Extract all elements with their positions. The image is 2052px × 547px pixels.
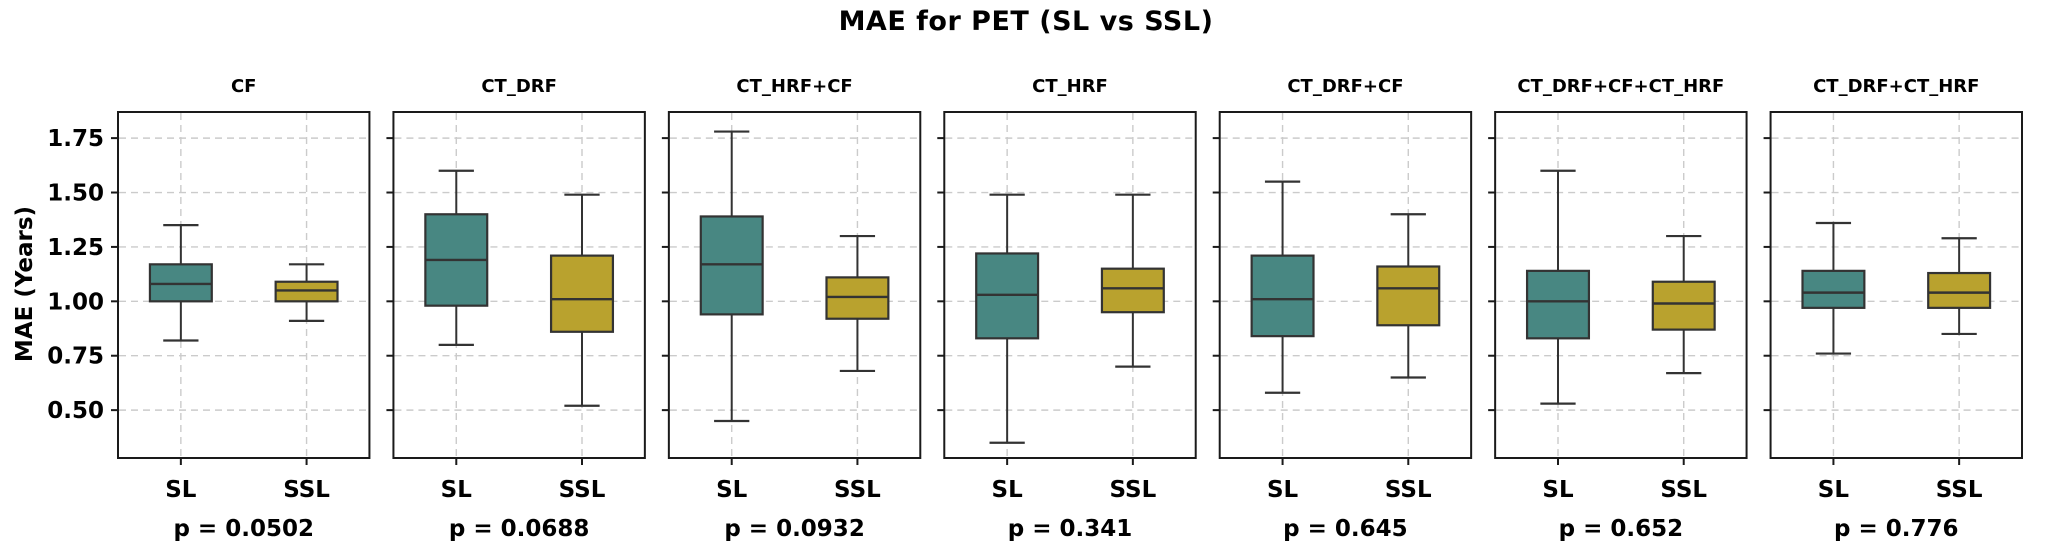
panel-frame bbox=[117, 111, 371, 459]
p-value-label: p = 0.645 bbox=[1283, 516, 1408, 542]
panel-title: CT_DRF+CT_HRF bbox=[1813, 76, 1979, 97]
box-SL bbox=[1250, 254, 1315, 338]
p-value-label: p = 0.0688 bbox=[449, 516, 590, 542]
box-SSL bbox=[1376, 265, 1441, 327]
figure-title: MAE for PET (SL vs SSL) bbox=[838, 6, 1214, 37]
group-label-ssl: SSL bbox=[1936, 477, 1983, 503]
panel-frame bbox=[1218, 111, 1473, 459]
group-label-ssl: SSL bbox=[1385, 477, 1432, 503]
panel-title: CT_DRF+CF bbox=[1287, 76, 1403, 97]
y-tick-label: 1.25 bbox=[47, 235, 104, 261]
panel-frame bbox=[392, 111, 646, 459]
p-value-label: p = 0.776 bbox=[1834, 516, 1959, 542]
p-value-label: p = 0.0502 bbox=[173, 516, 314, 542]
group-label-ssl: SSL bbox=[1660, 477, 1707, 503]
p-value-label: p = 0.341 bbox=[1008, 516, 1133, 542]
panel-title: CT_HRF+CF bbox=[736, 76, 852, 97]
box-SSL bbox=[1927, 271, 1992, 309]
group-label-ssl: SSL bbox=[1109, 477, 1156, 503]
group-label-ssl: SSL bbox=[283, 477, 330, 503]
y-tick-label: 1.00 bbox=[47, 289, 104, 315]
panel-title: CT_DRF bbox=[481, 76, 557, 97]
y-tick-label: 0.75 bbox=[47, 344, 104, 370]
y-tick-label: 1.50 bbox=[47, 181, 104, 207]
y-tick-label: 1.75 bbox=[47, 126, 104, 152]
group-label-sl: SL bbox=[992, 477, 1024, 503]
group-label-sl: SL bbox=[165, 477, 197, 503]
subplot-CT_HRF+CF: SL SSL CT_HRF+CFp = 0.0932 bbox=[661, 76, 922, 542]
box-SSL bbox=[549, 254, 615, 333]
panel-title: CT_HRF bbox=[1032, 76, 1108, 97]
box-SL bbox=[1525, 269, 1591, 340]
group-label-ssl: SSL bbox=[559, 477, 606, 503]
p-value-label: p = 0.0932 bbox=[724, 516, 865, 542]
panel-title: CF bbox=[231, 76, 257, 97]
group-label-sl: SL bbox=[716, 477, 748, 503]
group-label-ssl: SSL bbox=[834, 477, 881, 503]
panel-frame bbox=[943, 111, 1197, 459]
subplot-CT_DRF+CF: SL SSL CT_DRF+CFp = 0.645 bbox=[1212, 76, 1473, 542]
group-label-sl: SL bbox=[1818, 477, 1850, 503]
panel-frame bbox=[667, 111, 922, 459]
panel-frame bbox=[1769, 111, 2023, 459]
group-label-sl: SL bbox=[1267, 477, 1299, 503]
box-SSL bbox=[1651, 280, 1716, 331]
box-SL bbox=[1801, 269, 1866, 309]
subplot-CF: 0.50 0.75 1.00 1.25 1.50 1.75 SL SSL CF p = 0.050… bbox=[47, 76, 371, 542]
panel-title: CT_DRF+CF+CT_HRF bbox=[1517, 76, 1724, 97]
box-SSL bbox=[1100, 267, 1165, 314]
p-value-label: p = 0.652 bbox=[1559, 516, 1684, 542]
panel-frame bbox=[1494, 111, 1748, 459]
y-tick-label: 0.50 bbox=[47, 398, 104, 424]
group-label-sl: SL bbox=[1542, 477, 1574, 503]
y-axis-label: MAE (Years) bbox=[12, 206, 38, 362]
group-label-sl: SL bbox=[441, 477, 473, 503]
